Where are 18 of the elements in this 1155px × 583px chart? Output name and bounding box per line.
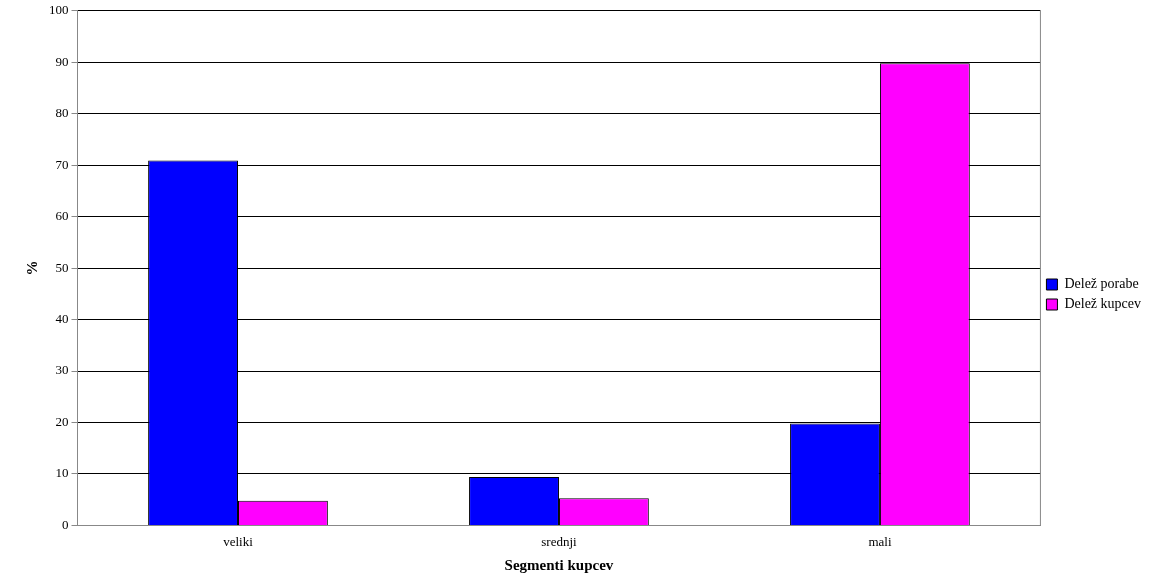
y-tick-label: 20: [55, 413, 69, 429]
x-tick-label: mali: [868, 533, 892, 549]
y-tick-label: 90: [55, 53, 69, 69]
y-axis-title: %: [23, 260, 40, 276]
y-tick-label: 100: [49, 2, 69, 18]
y-tick-label: 80: [55, 105, 69, 121]
y-tick-label: 30: [55, 362, 69, 378]
x-axis-title: Segmenti kupcev: [504, 556, 614, 573]
y-tick-label: 10: [55, 465, 69, 481]
legend-label: Delež porabe: [1064, 276, 1139, 292]
y-tick-label: 70: [55, 156, 69, 172]
y-tick-label: 60: [55, 208, 69, 224]
x-tick-label: veliki: [223, 533, 254, 549]
y-tick-label: 40: [55, 310, 69, 326]
y-tick-label: 50: [55, 259, 69, 275]
x-tick-label: srednji: [541, 533, 578, 549]
y-tick-label: 0: [62, 516, 69, 532]
legend-label: Delež kupcev: [1064, 296, 1142, 312]
